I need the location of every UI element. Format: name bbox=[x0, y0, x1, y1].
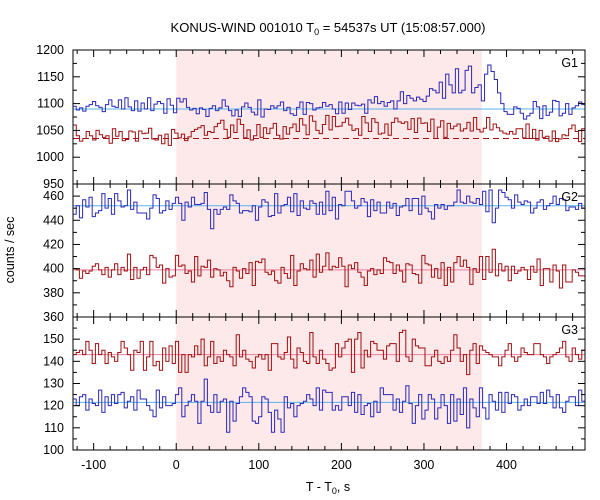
burst-interval-shade bbox=[176, 50, 482, 450]
x-tick-label: 200 bbox=[331, 458, 352, 472]
y-tick-label: 950 bbox=[43, 177, 64, 191]
y-tick-label: 1150 bbox=[37, 70, 64, 84]
series-a-line bbox=[73, 378, 585, 433]
plot-area: 95010001050110011501200G1360380400420440… bbox=[36, 43, 586, 472]
panel-g1: 950 1000 1050 1100 1150 1200 G1 bbox=[36, 43, 586, 191]
y-tick-label: 380 bbox=[43, 286, 64, 300]
y-tick-label: 1000 bbox=[36, 150, 64, 164]
x-axis-label: T - T0, s bbox=[306, 480, 350, 496]
y-tick-label: 1200 bbox=[36, 43, 64, 57]
chart-title: KONUS-WIND 001010 T0 = 54537s UT (15:08:… bbox=[171, 20, 486, 37]
panel-label: G3 bbox=[561, 323, 578, 337]
panel-g3: 100 110 120 130 140 150 G3 bbox=[43, 316, 586, 457]
y-tick-label: 150 bbox=[43, 332, 64, 346]
x-tick-label: 0 bbox=[173, 458, 180, 472]
series-b-line bbox=[73, 248, 585, 289]
x-tick-label: 300 bbox=[414, 458, 435, 472]
series-b-line bbox=[73, 114, 585, 146]
series-a-line bbox=[73, 189, 585, 230]
y-tick-label: 110 bbox=[44, 421, 64, 435]
y-tick-label: 1050 bbox=[36, 123, 64, 137]
x-tick-label: -100 bbox=[81, 458, 106, 472]
y-tick-label: 440 bbox=[43, 213, 64, 227]
y-tick-label: 130 bbox=[43, 377, 64, 391]
x-tick-label: 400 bbox=[496, 458, 517, 472]
y-axis-label: counts / sec bbox=[3, 217, 17, 284]
y-tick-label: 120 bbox=[43, 399, 64, 413]
y-tick-label: 360 bbox=[43, 310, 64, 324]
y-tick-label: 1100 bbox=[37, 97, 64, 111]
panel-g2: 360 380 400 420 440 460 G2 bbox=[43, 183, 586, 324]
series-b-line bbox=[73, 329, 585, 376]
x-tick-label: 100 bbox=[248, 458, 269, 472]
y-tick-label: 420 bbox=[43, 237, 64, 251]
panel-label: G2 bbox=[561, 190, 578, 204]
y-tick-label: 100 bbox=[43, 443, 64, 457]
series-a-line bbox=[73, 64, 585, 120]
panel-label: G1 bbox=[561, 56, 578, 70]
y-tick-label: 400 bbox=[43, 262, 64, 276]
y-tick-label: 140 bbox=[43, 354, 64, 368]
y-tick-label: 460 bbox=[43, 189, 64, 203]
